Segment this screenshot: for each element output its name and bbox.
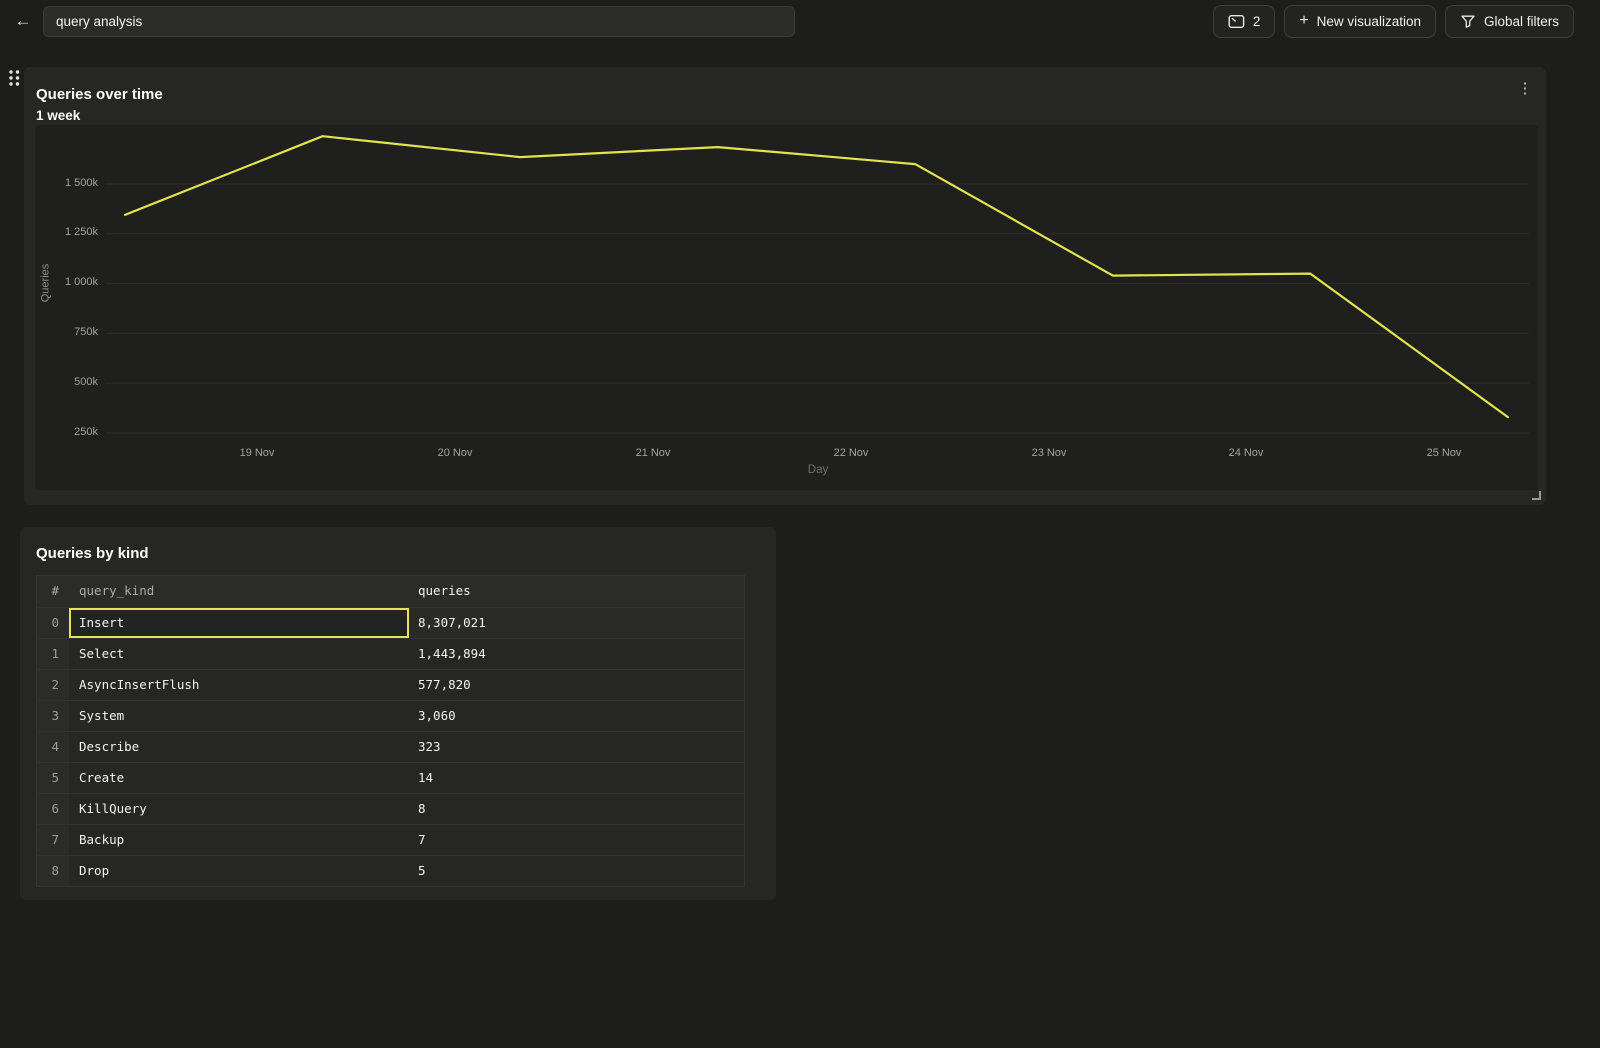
row-index-cell: 8 — [37, 856, 69, 886]
row-index-cell: 4 — [37, 732, 69, 762]
queries-value-cell[interactable]: 14 — [409, 763, 744, 793]
line-chart-svg — [35, 125, 1538, 490]
table-header-row: # query_kind queries — [37, 576, 744, 607]
query-kind-cell[interactable]: KillQuery — [69, 794, 409, 824]
x-tick-label: 25 Nov — [1427, 447, 1462, 459]
topbar: ← 2 + New visualization Global filters — [0, 0, 1600, 42]
new-visualization-button[interactable]: + New visualization — [1284, 5, 1436, 38]
queries-value-cell[interactable]: 7 — [409, 825, 744, 855]
row-index-cell: 5 — [37, 763, 69, 793]
column-header-index[interactable]: # — [37, 576, 69, 607]
queries-by-kind-table: # query_kind queries 0 Insert 8,307,021 … — [36, 575, 745, 887]
x-axis-title: Day — [808, 464, 828, 476]
x-tick-label: 23 Nov — [1032, 447, 1067, 459]
chart-title: Queries over time — [36, 84, 1530, 106]
x-tick-label: 20 Nov — [438, 447, 473, 459]
global-filters-button[interactable]: Global filters — [1445, 5, 1574, 38]
plus-icon: + — [1299, 13, 1308, 29]
y-tick-label: 500k — [35, 376, 98, 388]
pages-count-label: 2 — [1253, 14, 1261, 29]
column-header-queries[interactable]: queries — [409, 576, 744, 607]
row-index-cell: 2 — [37, 670, 69, 700]
query-kind-cell[interactable]: AsyncInsertFlush — [69, 670, 409, 700]
filter-funnel-icon — [1460, 14, 1476, 29]
row-index-cell: 1 — [37, 639, 69, 669]
queries-by-kind-panel: Queries by kind # query_kind queries 0 I… — [20, 527, 776, 900]
queries-value-cell[interactable]: 323 — [409, 732, 744, 762]
back-arrow-icon: ← — [15, 11, 32, 31]
back-button[interactable]: ← — [10, 8, 36, 34]
queries-value-cell[interactable]: 577,820 — [409, 670, 744, 700]
dashboard-title-input[interactable] — [43, 6, 795, 37]
query-kind-cell[interactable]: Drop — [69, 856, 409, 886]
row-index-cell: 3 — [37, 701, 69, 731]
kebab-menu-icon: ⋮ — [1518, 80, 1533, 97]
table-row: 7 Backup 7 — [37, 824, 744, 855]
queries-line-series — [125, 136, 1508, 417]
y-tick-label: 250k — [35, 426, 98, 438]
x-tick-label: 24 Nov — [1229, 447, 1264, 459]
queries-value-cell[interactable]: 3,060 — [409, 701, 744, 731]
x-tick-label: 19 Nov — [240, 447, 275, 459]
y-axis-title: Queries — [39, 264, 51, 303]
queries-value-cell[interactable]: 5 — [409, 856, 744, 886]
y-tick-label: 1 500k — [35, 177, 98, 189]
query-kind-cell[interactable]: Select — [69, 639, 409, 669]
queries-value-cell[interactable]: 8,307,021 — [409, 608, 744, 638]
row-index-cell: 6 — [37, 794, 69, 824]
queries-over-time-panel: Queries over time 1 week ⋮ 1 500k 1 250k — [24, 67, 1546, 505]
x-tick-label: 22 Nov — [834, 447, 869, 459]
table-row: 4 Describe 323 — [37, 731, 744, 762]
chart-menu-button[interactable]: ⋮ — [1514, 78, 1536, 100]
drag-handle-icon[interactable] — [6, 68, 22, 88]
table-row: 1 Select 1,443,894 — [37, 638, 744, 669]
dashboard-pages-icon — [1228, 14, 1245, 29]
line-chart-plot[interactable]: 1 500k 1 250k 1 000k 750k 500k 250k 19 N… — [35, 125, 1538, 490]
query-kind-cell[interactable]: Insert — [69, 608, 409, 638]
query-kind-cell[interactable]: Describe — [69, 732, 409, 762]
y-tick-label: 750k — [35, 326, 98, 338]
table-row: 5 Create 14 — [37, 762, 744, 793]
row-index-cell: 7 — [37, 825, 69, 855]
panel-resize-handle[interactable] — [1532, 491, 1541, 500]
query-kind-cell[interactable]: System — [69, 701, 409, 731]
query-kind-cell[interactable]: Backup — [69, 825, 409, 855]
table-title: Queries by kind — [20, 527, 776, 575]
chart-header: Queries over time 1 week ⋮ — [24, 67, 1546, 126]
x-tick-label: 21 Nov — [636, 447, 671, 459]
table-row: 2 AsyncInsertFlush 577,820 — [37, 669, 744, 700]
pages-count-button[interactable]: 2 — [1213, 5, 1276, 38]
table-row: 0 Insert 8,307,021 — [37, 607, 744, 638]
queries-value-cell[interactable]: 1,443,894 — [409, 639, 744, 669]
global-filters-label: Global filters — [1484, 14, 1559, 29]
table-row: 6 KillQuery 8 — [37, 793, 744, 824]
y-tick-label: 1 250k — [35, 226, 98, 238]
new-visualization-label: New visualization — [1317, 14, 1421, 29]
table-row: 3 System 3,060 — [37, 700, 744, 731]
gridlines — [106, 184, 1529, 433]
table-row: 8 Drop 5 — [37, 855, 744, 886]
query-kind-cell[interactable]: Create — [69, 763, 409, 793]
queries-value-cell[interactable]: 8 — [409, 794, 744, 824]
column-header-kind[interactable]: query_kind — [69, 576, 409, 607]
chart-subtitle: 1 week — [36, 106, 1530, 126]
row-index-cell: 0 — [37, 608, 69, 638]
